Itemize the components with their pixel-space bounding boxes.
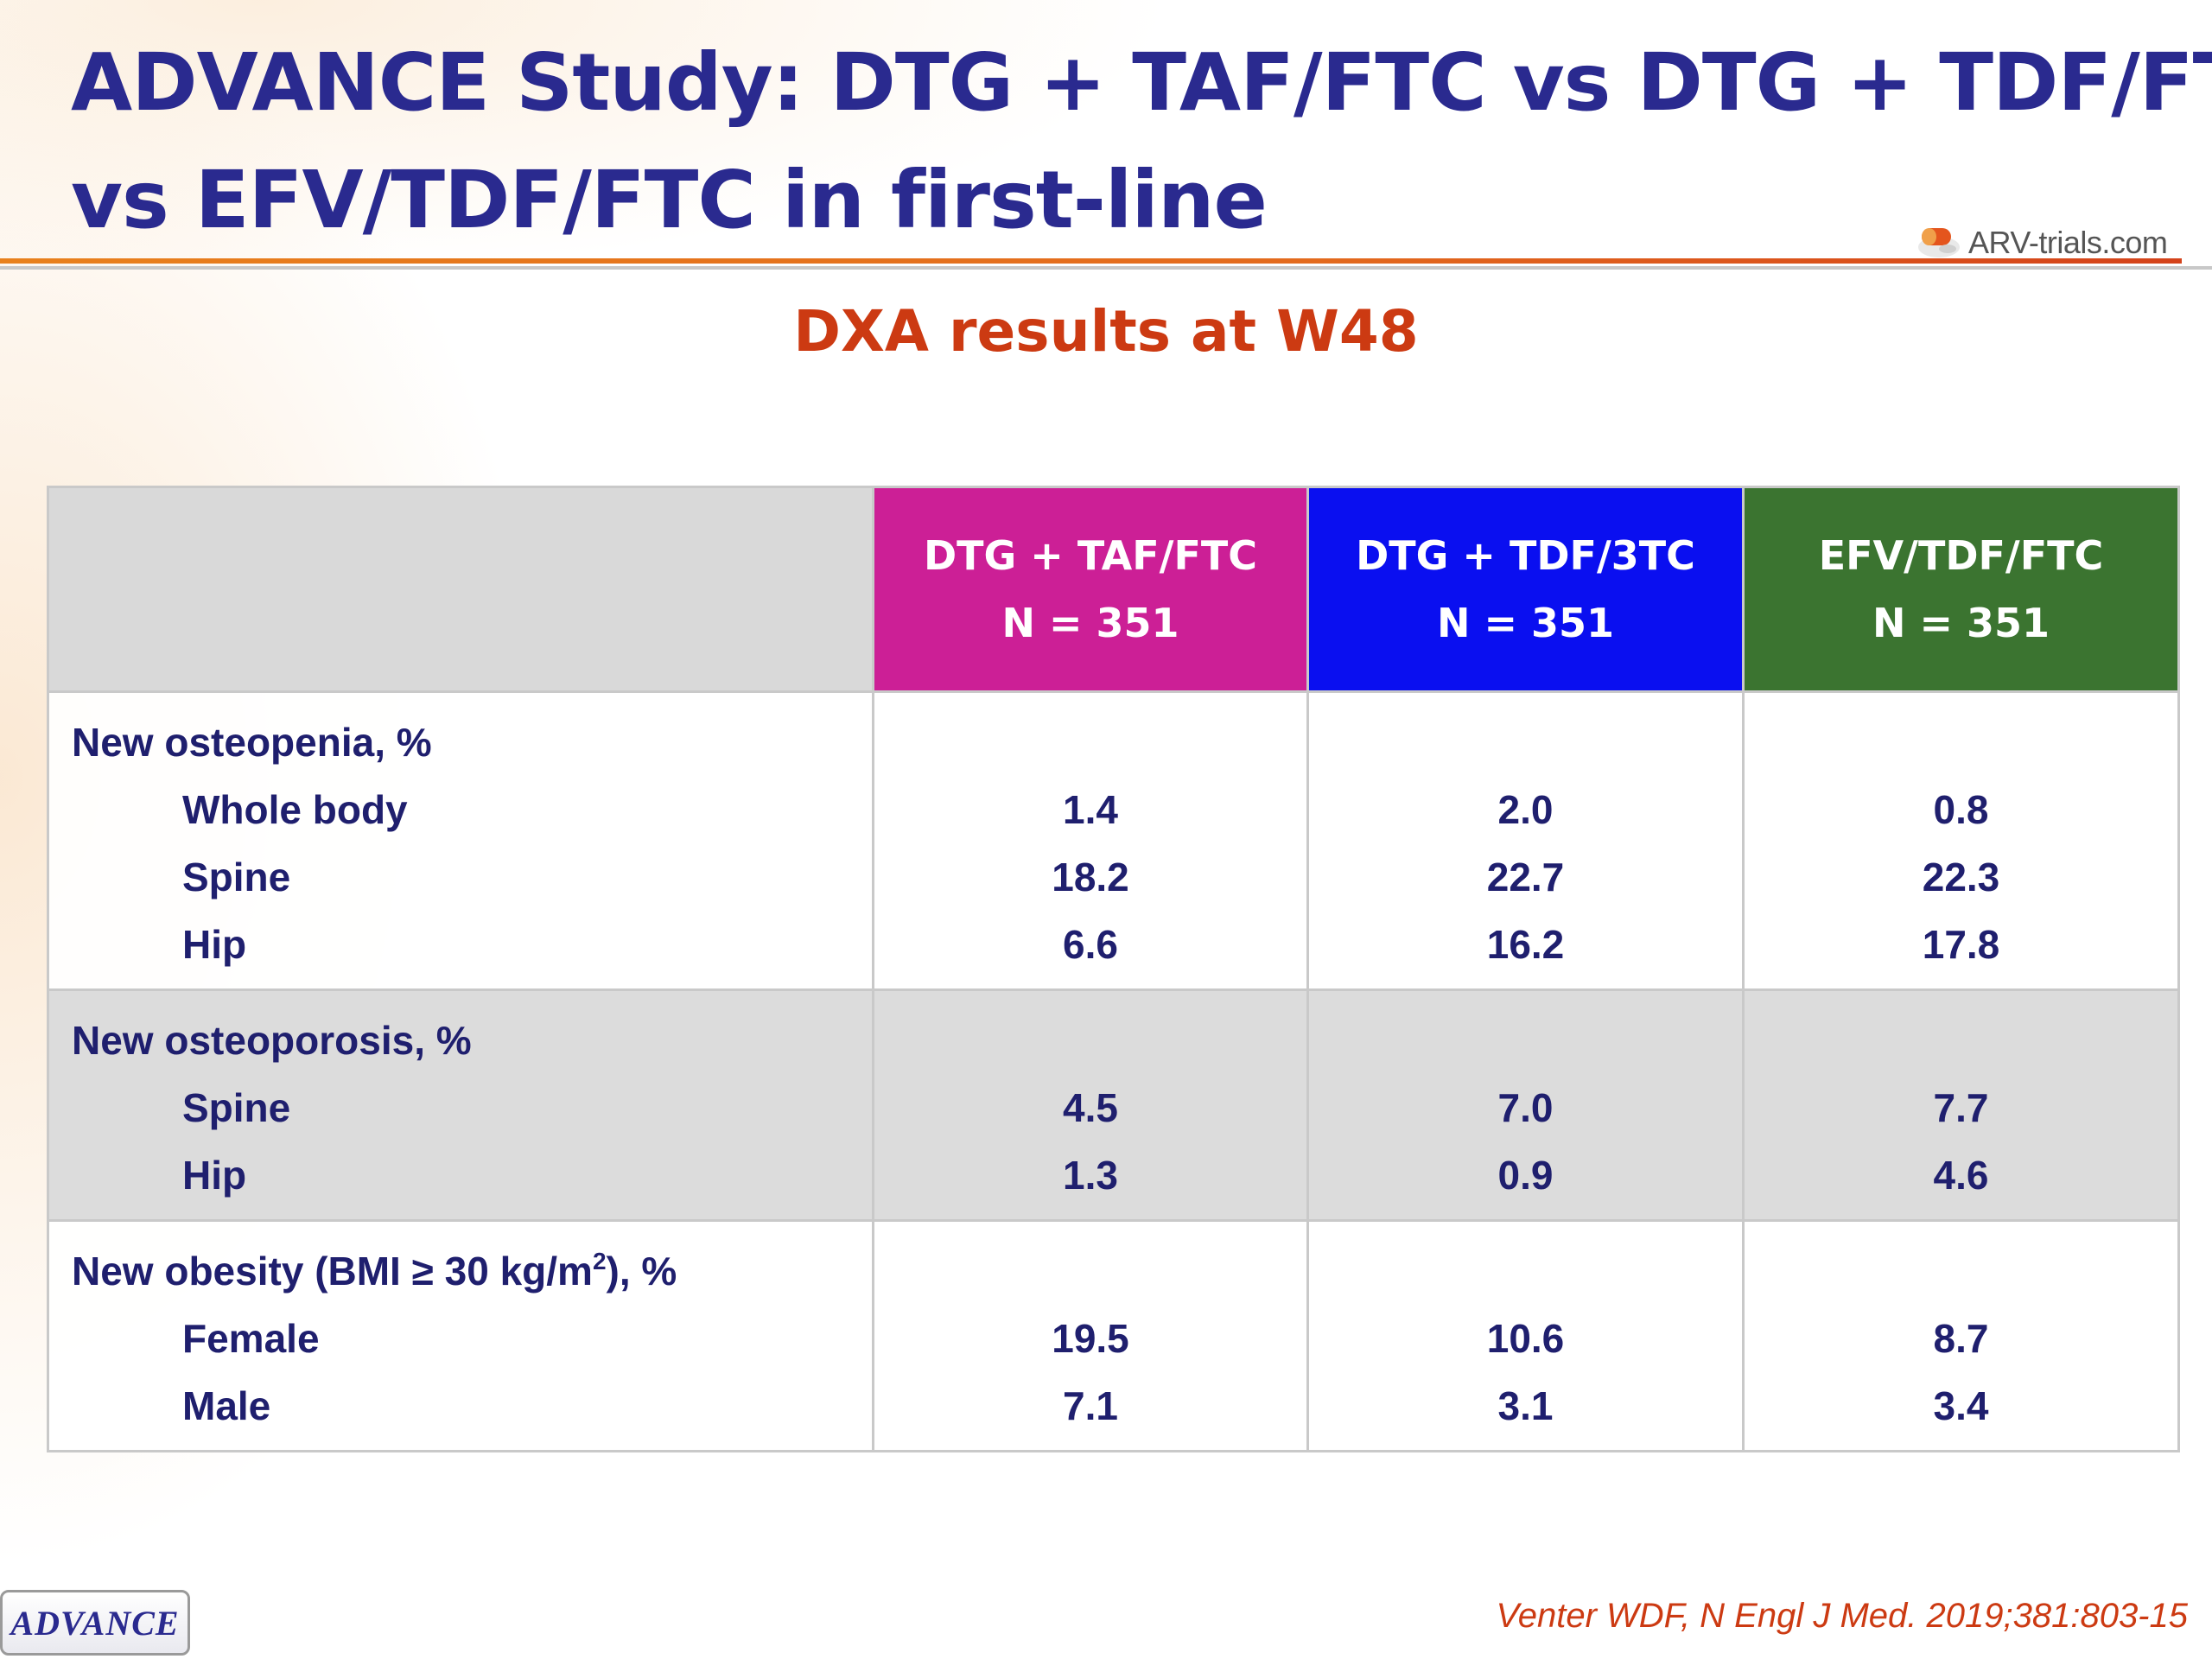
heading-superscript: 2 <box>592 1248 607 1274</box>
value-cell: 10.6 <box>1486 1316 1565 1361</box>
advance-study-badge: ADVANCE <box>0 1590 190 1656</box>
heading-text-end: ), % <box>606 1249 677 1294</box>
header-arm-efv-tdf-ftc: EFV/TDF/FTC N = 351 <box>1742 486 2180 693</box>
value-cell: 7.7 <box>1933 1085 1989 1130</box>
value-cell: 0.8 <box>1933 787 1989 832</box>
section-labels: New osteopenia, % Whole body Spine Hip <box>47 690 874 991</box>
value-cell: 6.6 <box>1063 922 1118 967</box>
value-cell: 4.6 <box>1933 1153 1989 1198</box>
arm-values: 10.6 3.1 <box>1306 1219 1745 1452</box>
arm-name: DTG + TDF/3TC <box>1356 532 1695 579</box>
row-label: Female <box>182 1316 320 1361</box>
value-cell: 18.2 <box>1052 855 1129 899</box>
citation: Venter WDF, N Engl J Med. 2019;381:803-1… <box>1496 1597 2188 1635</box>
value-cell: 4.5 <box>1063 1085 1118 1130</box>
arm-values: 7.0 0.9 <box>1306 988 1745 1222</box>
slide-title-line-1: ADVANCE Study: DTG + TAF/FTC vs DTG + TD… <box>71 36 2212 129</box>
arm-values: 2.0 22.7 16.2 <box>1306 690 1745 991</box>
title-divider-orange <box>0 258 2182 264</box>
arm-values: 19.5 7.1 <box>872 1219 1309 1452</box>
table-header-row: DTG + TAF/FTC N = 351 DTG + TDF/3TC N = … <box>47 486 2180 693</box>
value-cell: 17.8 <box>1922 922 2000 967</box>
section-heading: New osteoporosis, % <box>72 1018 472 1063</box>
arm-values: 8.7 3.4 <box>1742 1219 2180 1452</box>
value-cell: 0.9 <box>1497 1153 1554 1198</box>
value-cell: 1.3 <box>1063 1153 1118 1198</box>
slide-title-line-2: vs EFV/TDF/FTC in first-line <box>71 154 1268 246</box>
slide-title: ADVANCE Study: DTG + TAF/FTC vs DTG + TD… <box>71 24 2212 259</box>
slide-subtitle: DXA results at W48 <box>793 298 1419 365</box>
row-label: Spine <box>182 855 291 899</box>
arm-values: 7.7 4.6 <box>1742 988 2180 1222</box>
value-cell: 22.7 <box>1486 855 1565 899</box>
row-label: Male <box>182 1383 271 1428</box>
section-obesity: New obesity (BMI ≥ 30 kg/m2), % Female M… <box>47 1219 2180 1452</box>
arm-n: N = 351 <box>1872 600 2050 646</box>
value-cell: 3.1 <box>1497 1383 1554 1428</box>
header-arm-dtg-tdf-3tc: DTG + TDF/3TC N = 351 <box>1306 486 1745 693</box>
row-label: Hip <box>182 922 247 967</box>
value-cell: 2.0 <box>1497 787 1554 832</box>
value-cell: 3.4 <box>1933 1383 1989 1428</box>
value-cell: 16.2 <box>1486 922 1565 967</box>
section-heading: New obesity (BMI ≥ 30 kg/m2), % <box>49 1237 872 1305</box>
value-cell: 7.1 <box>1063 1383 1118 1428</box>
dxa-results-table: DTG + TAF/FTC N = 351 DTG + TDF/3TC N = … <box>47 486 2180 1452</box>
value-cell: 7.0 <box>1497 1085 1554 1130</box>
row-label: Whole body <box>182 787 408 832</box>
section-labels: New obesity (BMI ≥ 30 kg/m2), % Female M… <box>47 1219 874 1452</box>
value-cell: 22.3 <box>1922 855 2000 899</box>
title-divider-grey <box>0 266 2212 270</box>
arm-n: N = 351 <box>1436 600 1615 646</box>
header-arm-dtg-taf-ftc: DTG + TAF/FTC N = 351 <box>872 486 1309 693</box>
header-blank-cell <box>47 486 874 693</box>
section-labels: New osteoporosis, % Spine Hip <box>47 988 874 1222</box>
section-heading: New osteopenia, % <box>72 720 432 765</box>
arm-name: DTG + TAF/FTC <box>923 532 1258 579</box>
value-cell: 19.5 <box>1052 1316 1129 1361</box>
value-cell: 8.7 <box>1933 1316 1989 1361</box>
row-label: Hip <box>182 1153 247 1198</box>
arm-values: 1.4 18.2 6.6 <box>872 690 1309 991</box>
heading-text: New obesity (BMI ≥ 30 kg/m <box>72 1249 593 1294</box>
arm-name: EFV/TDF/FTC <box>1818 532 2104 579</box>
arm-values: 4.5 1.3 <box>872 988 1309 1222</box>
section-osteopenia: New osteopenia, % Whole body Spine Hip 1… <box>47 690 2180 991</box>
arm-n: N = 351 <box>1001 600 1179 646</box>
section-osteoporosis: New osteoporosis, % Spine Hip 4.5 1.3 7.… <box>47 988 2180 1222</box>
logo-text: ARV-trials.com <box>1968 225 2168 260</box>
pill-logo-icon <box>1916 223 1961 263</box>
row-label: Spine <box>182 1085 291 1130</box>
arv-trials-logo: ARV-trials.com <box>1916 214 2184 271</box>
value-cell: 1.4 <box>1063 787 1118 832</box>
arm-values: 0.8 22.3 17.8 <box>1742 690 2180 991</box>
